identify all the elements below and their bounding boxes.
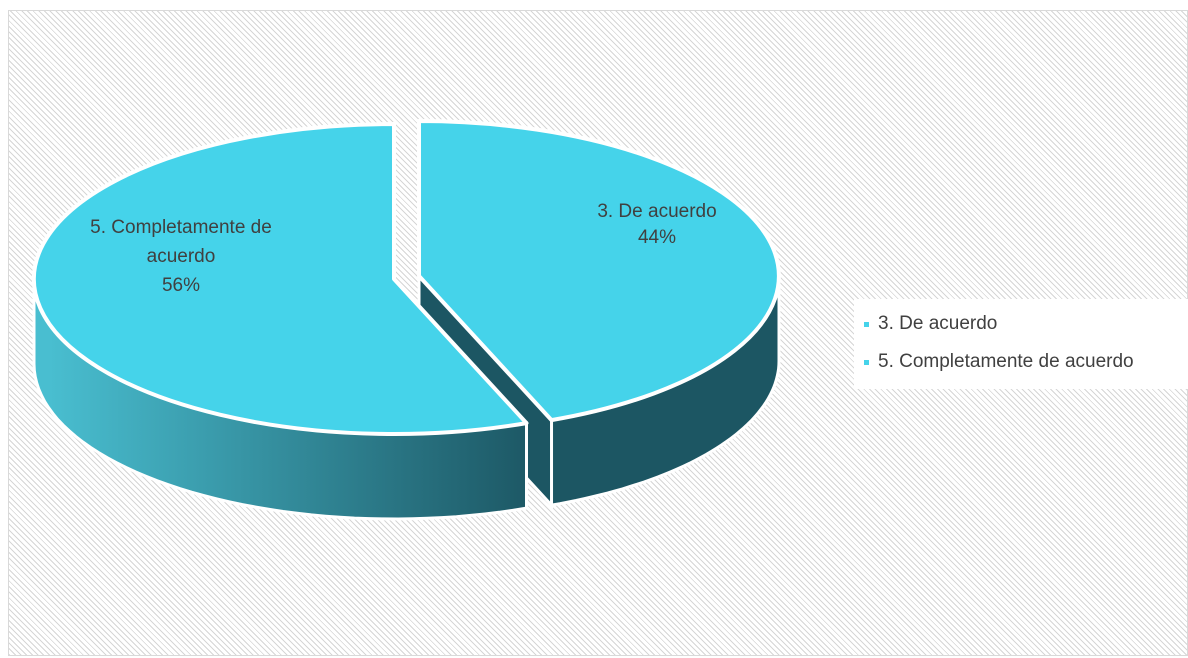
legend-item: 3. De acuerdo [864, 305, 1188, 343]
legend-swatch [864, 321, 869, 327]
pie-data-label-line: acuerdo [147, 246, 216, 267]
legend-label: 3. De acuerdo [878, 313, 998, 334]
pie-data-label-line: 5. Completamente de [90, 217, 272, 238]
pie-data-label: 3. De acuerdo 44% [597, 201, 716, 248]
pie-chart: 3. De acuerdo 44% 5. Completamente de acuer… [31, 119, 781, 521]
pie-data-label-line: 3. De acuerdo [597, 201, 716, 222]
legend: 3. De acuerdo 5. Completamente de acuerd… [854, 299, 1188, 389]
pie-data-label: 5. Completamente de acuerdo 56% [90, 217, 272, 296]
pie-slice-de-acuerdo [417, 119, 781, 423]
legend-item: 5. Completamente de acuerdo [864, 343, 1188, 381]
pie-data-label-line: 56% [162, 275, 200, 296]
legend-swatch [864, 359, 869, 365]
chart-area: 3. De acuerdo 44% 5. Completamente de acuer… [8, 10, 1188, 656]
legend-label: 5. Completamente de acuerdo [878, 351, 1134, 372]
pie-slice-completamente-de-acuerdo [31, 122, 529, 436]
pie-data-label-line: 44% [638, 227, 676, 248]
